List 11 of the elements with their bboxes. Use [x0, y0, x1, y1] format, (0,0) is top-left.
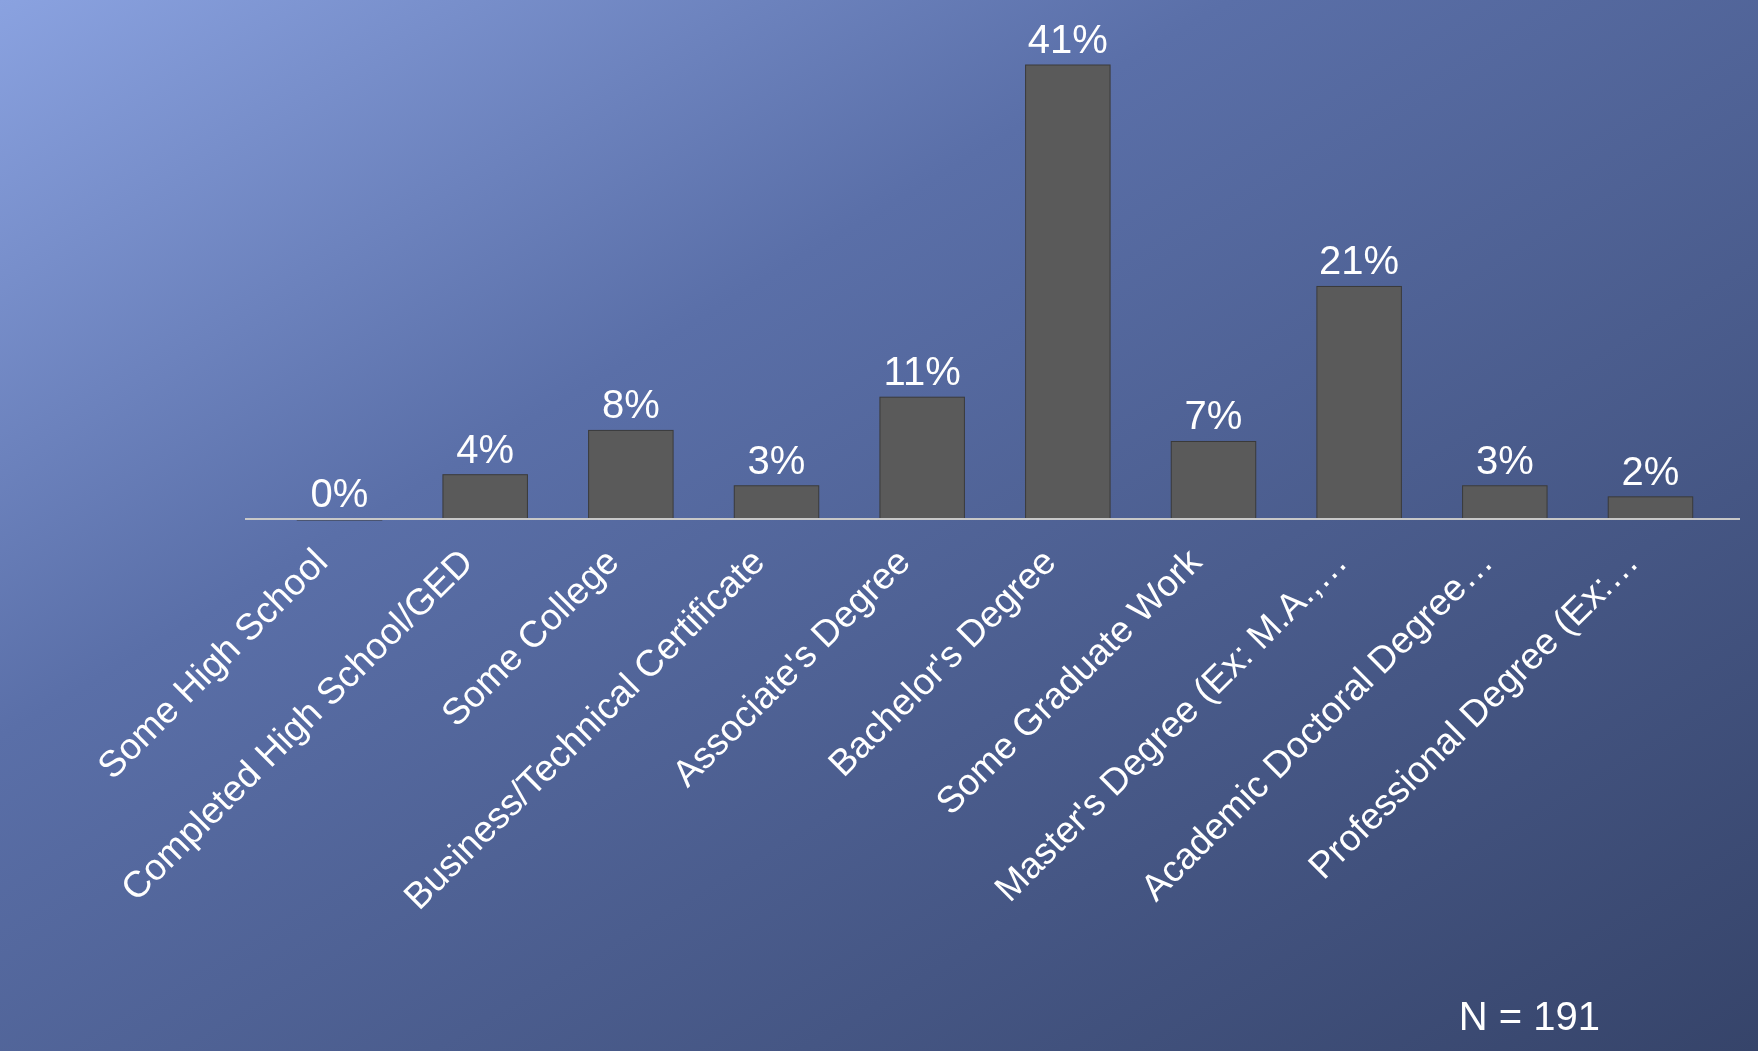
data-label: 0%: [310, 471, 369, 515]
data-label: 11%: [883, 349, 961, 394]
data-label: 3%: [747, 437, 806, 482]
data-label: 21%: [1319, 238, 1400, 283]
data-label: 41%: [1027, 17, 1108, 61]
data-label: 4%: [456, 426, 515, 471]
data-label: 3%: [1475, 437, 1534, 482]
data-label: 7%: [1184, 393, 1243, 438]
text: N = 191: [1458, 994, 1600, 1038]
data-label: 8%: [601, 382, 660, 427]
data-label: 2%: [1621, 448, 1680, 493]
